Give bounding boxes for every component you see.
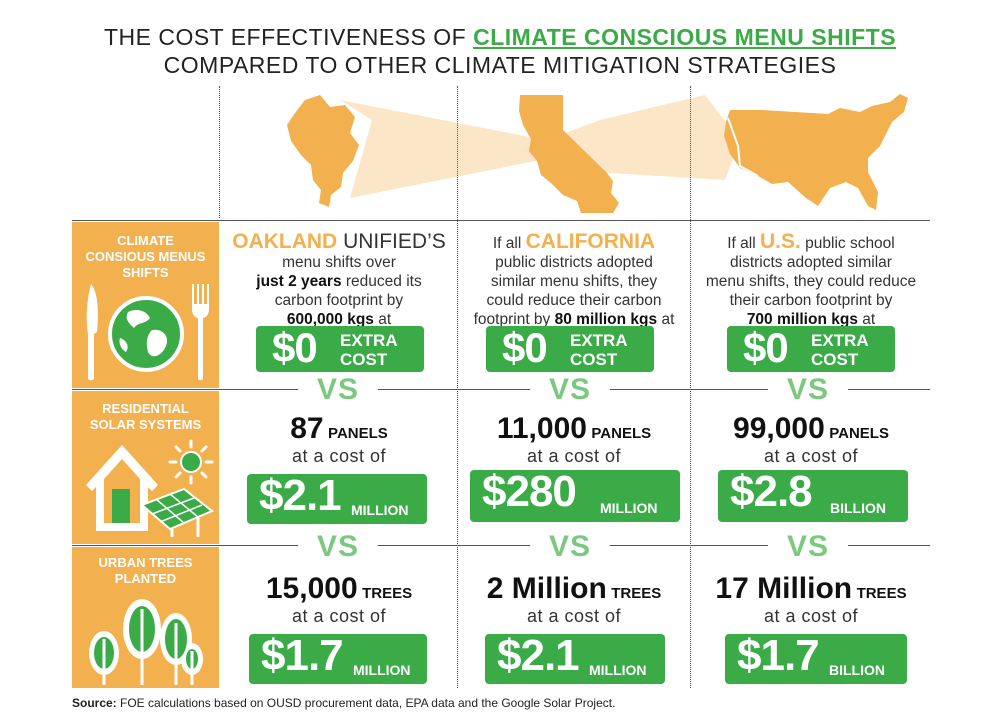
solar-panel-icon (140, 487, 214, 537)
us-extra-cost-badge: $0 EXTRA COST (727, 324, 895, 372)
row-label-menus: CLIMATE CONSIOUS MENUS SHIFTS (85, 233, 206, 280)
house-icon (86, 445, 158, 531)
divider-line (72, 545, 930, 546)
california-solar-cost-badge: $280 MILLION (470, 467, 680, 522)
oakland-trees-count: 15,000 TREES (265, 572, 413, 605)
california-trees-cost-badge: $2.1 MILLION (485, 631, 665, 684)
sidebar-trees: URBAN TREES PLANTED (72, 547, 219, 688)
us-solar-count: 99,000 PANELS (733, 412, 889, 445)
divider-line (690, 86, 691, 688)
california-trees-cost-text: at a cost of (526, 606, 622, 626)
vs-label: VS (530, 530, 610, 564)
fork-icon (192, 284, 209, 381)
us-solar-cost-badge: $2.8 BILLION (718, 467, 908, 522)
vs-label: VS (768, 373, 848, 407)
divider-line (457, 86, 458, 688)
divider-line (72, 389, 930, 390)
vs-label: VS (298, 530, 378, 564)
title-prefix: THE COST EFFECTIVENESS OF (103, 24, 474, 50)
sun-icon (168, 439, 214, 485)
oakland-menu-text: OAKLAND UNIFIED’S menu shifts over just … (232, 230, 446, 328)
divider-line (72, 220, 930, 221)
oakland-map-icon (287, 95, 359, 207)
row-label-trees: URBAN TREES PLANTED (98, 555, 193, 586)
oakland-trees-cost-text: at a cost of (291, 606, 387, 626)
oakland-trees-cost-badge: $1.7 MILLION (249, 631, 427, 684)
page-title: THE COST EFFECTIVENESS OF CLIMATE CONSCI… (0, 24, 1000, 51)
vs-label: VS (530, 373, 610, 407)
california-trees-count: 2 Million TREES (486, 572, 662, 605)
globe-icon (108, 296, 184, 372)
vs-label: VS (768, 530, 848, 564)
us-solar-cost-text: at a cost of (763, 446, 859, 466)
california-solar-count: 11,000 PANELS (496, 412, 652, 445)
california-map-icon (519, 95, 619, 213)
knife-icon (86, 284, 98, 381)
california-menu-text: If all CALIFORNIA public districts adopt… (473, 230, 675, 328)
oakland-solar-cost-badge: $2.1 MILLION (247, 471, 427, 524)
source-note: Source: FOE calculations based on OUSD p… (72, 696, 616, 710)
us-menu-text: If all U.S. public school districts adop… (705, 230, 917, 328)
divider-line (219, 86, 220, 218)
row-label-solar: RESIDENTIAL SOLAR SYSTEMS (89, 401, 202, 432)
california-solar-cost-text: at a cost of (526, 446, 622, 466)
oakland-extra-cost-badge: $0 EXTRA COST (256, 324, 424, 372)
page-subtitle: COMPARED TO OTHER CLIMATE MITIGATION STR… (163, 52, 837, 78)
oakland-solar-cost-text: at a cost of (291, 446, 387, 466)
us-trees-cost-badge: $1.7 BILLION (725, 631, 907, 684)
california-extra-cost-badge: $0 EXTRA COST (486, 324, 654, 372)
tree-icon (89, 599, 203, 685)
title-highlight: CLIMATE CONSCIOUS MENU SHIFTS (473, 24, 897, 50)
us-trees-cost-text: at a cost of (763, 606, 859, 626)
us-trees-count: 17 Million TREES (715, 572, 907, 605)
vs-label: VS (298, 373, 378, 407)
sidebar-menus: CLIMATE CONSIOUS MENUS SHIFTS (72, 222, 219, 388)
sidebar-solar: RESIDENTIAL SOLAR SYSTEMS (72, 391, 219, 544)
us-map-icon (724, 94, 908, 210)
oakland-solar-count: 87 PANELS (290, 412, 388, 445)
